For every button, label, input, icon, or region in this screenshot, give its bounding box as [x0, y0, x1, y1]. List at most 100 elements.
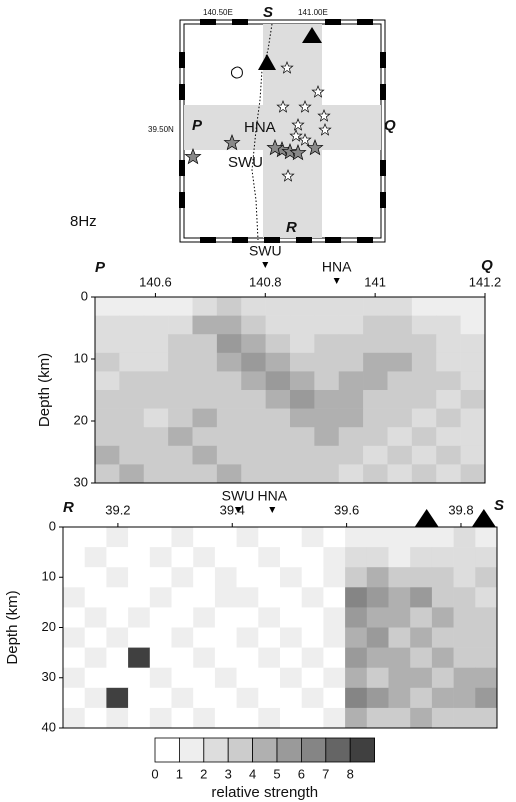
- heatmap-cell: [345, 647, 368, 668]
- heatmap-cell: [168, 352, 193, 372]
- heatmap-cell: [214, 707, 237, 729]
- heatmap-cell: [323, 647, 346, 668]
- heatmap-cell: [168, 408, 193, 428]
- epicenter: [318, 123, 332, 136]
- heatmap-cell: [265, 464, 291, 484]
- heatmap-cell: [216, 334, 242, 354]
- heatmap-cell: [314, 315, 340, 335]
- heatmap-cell: [143, 371, 169, 391]
- heatmap-cell: [193, 587, 216, 608]
- heatmap-cell: [84, 607, 107, 628]
- heatmap-cell: [106, 687, 129, 709]
- heatmap-cell: [258, 607, 281, 628]
- heatmap-cell: [453, 607, 476, 628]
- heatmap-cell: [345, 667, 368, 689]
- colorbar-tick-label: 5: [273, 766, 280, 781]
- lon-label: 140.50E: [203, 8, 233, 17]
- heatmap-cell: [453, 527, 476, 548]
- heatmap-cell: [236, 607, 259, 628]
- heatmap-cell: [143, 352, 169, 372]
- heatmap-cell: [258, 707, 281, 729]
- heatmap-cell: [388, 687, 411, 709]
- heatmap-cell: [258, 647, 281, 668]
- heatmap-cell: [460, 464, 486, 484]
- heatmap-cell: [345, 607, 368, 628]
- heatmap-cell: [149, 587, 172, 608]
- heatmap-cell: [192, 334, 218, 354]
- heatmap-cell: [436, 352, 461, 372]
- y-tick-label: 10: [42, 569, 56, 584]
- y-tick-label: 20: [74, 412, 88, 427]
- x-tick-label: 39.4: [220, 502, 245, 517]
- heatmap-cell: [265, 390, 291, 409]
- heatmap-cell: [128, 627, 151, 648]
- heatmap-cell: [431, 707, 454, 729]
- heatmap-cell: [192, 390, 218, 409]
- heatmap-cell: [106, 607, 129, 628]
- heatmap-cell: [216, 390, 242, 409]
- heatmap-cell: [84, 687, 107, 709]
- colorbar-tick-label: 0: [151, 766, 158, 781]
- heatmap-cell: [193, 607, 216, 628]
- heatmap-cell: [84, 667, 107, 689]
- colorbar-tick-label: 1: [176, 766, 183, 781]
- station-label: SWU: [249, 243, 282, 259]
- heatmap-cell: [460, 297, 486, 316]
- heatmap-cell: [149, 547, 172, 568]
- heatmap-cell: [436, 464, 461, 484]
- heatmap-cell: [290, 445, 315, 465]
- heatmap-cell: [63, 527, 85, 548]
- heatmap-cell: [241, 427, 266, 447]
- volcano: [471, 509, 496, 527]
- heatmap-cell: [143, 464, 169, 484]
- heatmap-cell: [241, 464, 266, 484]
- heatmap-cell: [431, 547, 454, 568]
- heatmap-cell: [214, 587, 237, 608]
- heatmap-cell: [410, 607, 433, 628]
- heatmap-cell: [475, 567, 498, 588]
- colorbar-tick-label: 7: [322, 766, 329, 781]
- heatmap-cell: [128, 607, 151, 628]
- heatmap-cell: [149, 627, 172, 648]
- heatmap-cell: [280, 627, 302, 648]
- heatmap-cell: [106, 667, 129, 689]
- heatmap-cell: [411, 352, 437, 372]
- heatmap-cell: [411, 371, 437, 391]
- heatmap-cell: [363, 371, 388, 391]
- heatmap-cell: [345, 527, 368, 548]
- heatmap-cell: [388, 647, 411, 668]
- heatmap-cell: [411, 408, 437, 428]
- heatmap-cell: [192, 371, 218, 391]
- heatmap-cell: [366, 567, 389, 588]
- heatmap-cell: [258, 627, 281, 648]
- heatmap-cell: [436, 297, 461, 316]
- epicenter: [223, 134, 241, 151]
- heatmap-cell: [410, 667, 433, 689]
- heatmap-cell: [345, 707, 368, 729]
- heatmap-cell: [171, 607, 194, 628]
- heatmap-cell: [241, 445, 266, 465]
- heatmap-cell: [436, 408, 461, 428]
- heatmap-cell: [323, 607, 346, 628]
- heatmap-cell: [323, 567, 346, 588]
- y-tick-label: 30: [42, 669, 56, 684]
- heatmap-cell: [460, 315, 486, 335]
- lake: [231, 66, 243, 79]
- heatmap-cell: [265, 371, 291, 391]
- heatmap-cell: [258, 687, 281, 709]
- heatmap-cell: [363, 297, 388, 316]
- heatmap-cell: [95, 408, 120, 428]
- heatmap-cell: [171, 547, 194, 568]
- heatmap-cell: [436, 334, 461, 354]
- heatmap-cell: [63, 587, 85, 608]
- y-tick-label: 0: [81, 288, 88, 303]
- heatmap-cell: [280, 587, 302, 608]
- heatmap-cell: [143, 334, 169, 354]
- heatmap-cell: [345, 567, 368, 588]
- heatmap-cell: [475, 687, 498, 709]
- heatmap-cell: [338, 390, 364, 409]
- heatmap-cell: [143, 315, 169, 335]
- epicenter: [291, 118, 305, 131]
- heatmap-cell: [338, 427, 364, 447]
